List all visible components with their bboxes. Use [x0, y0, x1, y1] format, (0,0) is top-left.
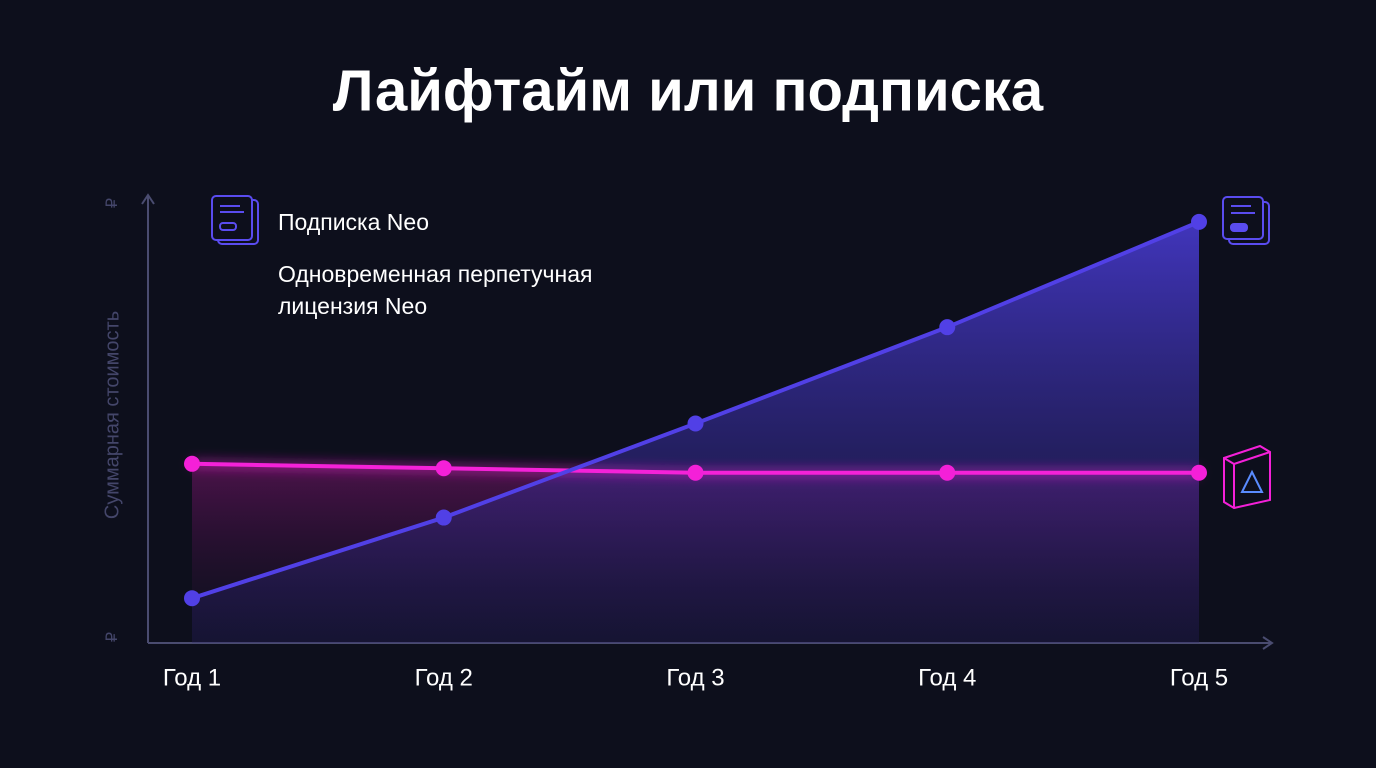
x-tick-label: Год 2: [415, 664, 473, 691]
x-tick-label: Год 4: [918, 664, 976, 691]
y-arrow: [141, 193, 155, 205]
y-tick-label: ₽: [104, 198, 121, 208]
point: [184, 455, 200, 472]
point: [1191, 213, 1207, 230]
point: [939, 319, 956, 336]
point: [687, 415, 704, 432]
y-tick-label: ₽: [104, 632, 121, 642]
end-icon-subscription: [1222, 196, 1270, 245]
point: [435, 460, 452, 477]
point: [687, 464, 704, 481]
legend-icon-subscription: [211, 195, 259, 245]
point: [1191, 464, 1207, 481]
y-axis-label: Суммарная стоимость: [101, 311, 123, 519]
point: [939, 464, 956, 481]
point: [435, 509, 452, 526]
point: [184, 590, 200, 607]
x-tick-label: Год 1: [163, 664, 221, 691]
legend-label: Подписка Neo: [278, 209, 429, 235]
chart-title: Лайфтайм или подписка: [333, 58, 1044, 123]
end-icon-perpetual: [1223, 444, 1271, 510]
x-tick-label: Год 5: [1170, 664, 1228, 691]
x-arrow: [1262, 636, 1274, 650]
x-tick-label: Год 3: [666, 664, 724, 691]
legend-label: Одновременная перпетучная лицензия Neo: [278, 261, 593, 319]
